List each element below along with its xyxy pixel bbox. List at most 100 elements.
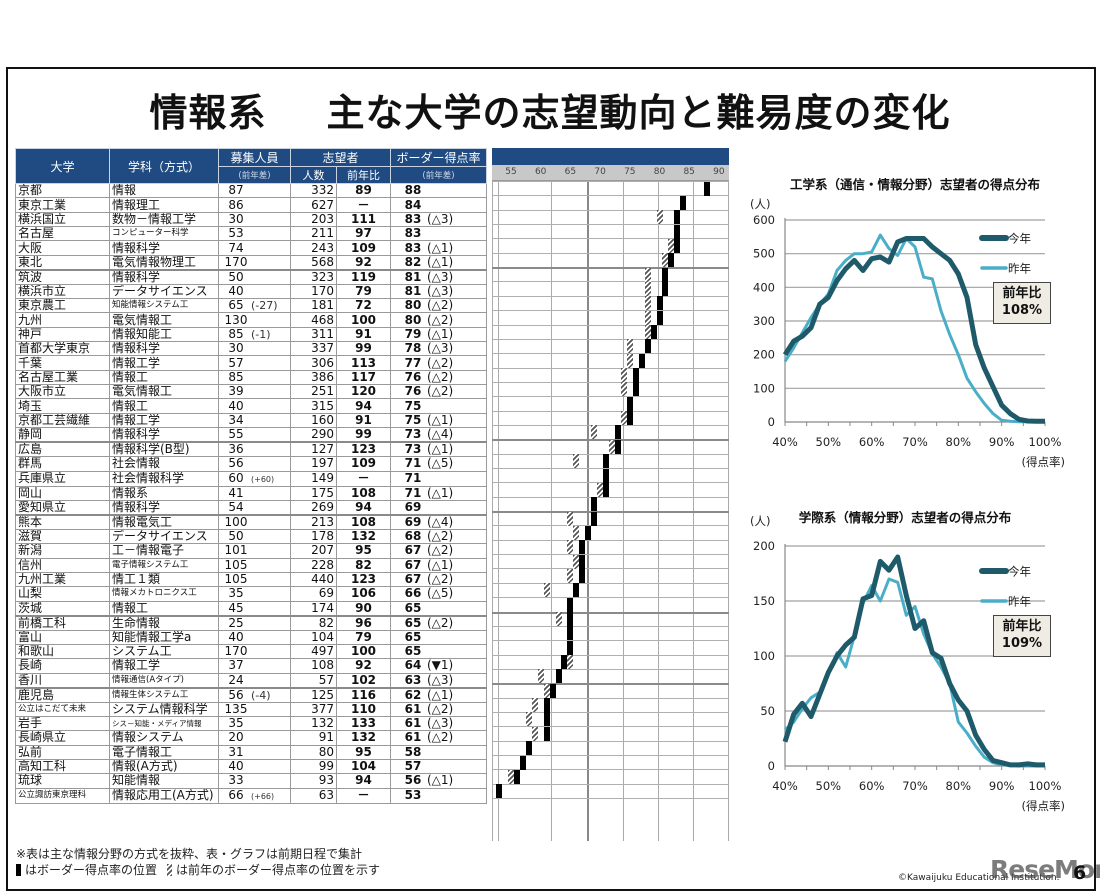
table-row: 名古屋 コンピューター科学 53 211 97 83 <box>15 226 487 242</box>
border-value: 80 <box>404 298 422 313</box>
applicant-ratio: 111 <box>336 211 391 228</box>
yoy-ratio-box: 前年比 109% <box>993 615 1051 657</box>
current-border-marker <box>561 655 568 670</box>
table-row: 広島 情報科学(B型) 36 127 123 73 (△1) <box>15 441 487 458</box>
applicant-ratio: 94 <box>336 398 391 414</box>
current-border-marker <box>549 683 556 698</box>
border-diff: (△1) <box>427 327 454 341</box>
capacity-cell: 34 <box>218 412 291 429</box>
department-name: 電子情報工 <box>109 744 219 760</box>
capacity-cell: 31 <box>218 744 291 760</box>
border-diff: (△1) <box>427 255 454 269</box>
department-name: 情報系 <box>109 485 219 501</box>
applicant-count: 377 <box>290 701 337 717</box>
current-border-marker <box>632 368 639 383</box>
capacity-value: 101 <box>224 543 248 558</box>
current-border-marker <box>579 554 586 569</box>
border-diff: (△2) <box>427 529 454 544</box>
border-cell: 76 (△2) <box>390 384 487 400</box>
svg-text:90%: 90% <box>989 435 1015 449</box>
svg-text:(得点率): (得点率) <box>1022 799 1065 813</box>
table-row: 横浜国立 数物－情報工学 30 203 111 83 (△3) <box>15 211 487 228</box>
border-cell: 53 <box>390 787 487 804</box>
applicant-count: 57 <box>290 672 337 689</box>
previous-border-marker <box>620 368 627 383</box>
table-row: 岩手 シス－知能・メディア情報 35 132 133 61 (△3) <box>15 715 487 732</box>
border-diff: (△3) <box>427 716 454 731</box>
table-row: 和歌山 システム工 170 497 100 65 <box>15 643 487 660</box>
border-cell: 67 (△1) <box>390 557 487 573</box>
current-border-marker <box>567 640 574 655</box>
capacity-cell: 24 <box>218 672 291 689</box>
table-row: 岡山 情報系 41 175 108 71 (△1) <box>15 485 487 501</box>
border-value: 69 <box>404 514 422 529</box>
border-diff: (△3) <box>427 341 454 356</box>
border-cell: 67 (△2) <box>390 543 487 559</box>
current-border-marker <box>543 698 550 713</box>
legend-now-label: はボーダー得点率の位置 <box>25 863 158 877</box>
capacity-cell: 36 <box>218 441 291 458</box>
applicant-count: 108 <box>290 658 337 674</box>
current-border-marker <box>579 568 586 583</box>
current-border-marker <box>513 769 520 784</box>
university-name: 横浜市立 <box>15 283 110 300</box>
current-border-marker <box>656 296 663 311</box>
border-value: 84 <box>404 197 422 212</box>
applicant-count: 568 <box>290 254 337 271</box>
border-value: 71 <box>404 471 422 485</box>
department-name: システム情報科学 <box>109 701 219 717</box>
table-row: 大阪市立 電気情報工 39 251 120 76 (△2) <box>15 384 487 400</box>
applicant-count: 178 <box>290 528 337 545</box>
capacity-cell: 37 <box>218 658 291 674</box>
current-border-marker <box>680 195 687 210</box>
university-table: 大学 学科（方式） 募集人員 志望者 ボーダー得点率 (前年差) 人数 前年比 … <box>15 148 487 804</box>
university-name: 高知工科 <box>15 758 110 775</box>
border-cell: 77 (△2) <box>390 355 487 371</box>
capacity-value: 40 <box>228 630 244 644</box>
department-name: 情報科学 <box>109 341 219 357</box>
current-border-marker <box>603 468 610 483</box>
current-border-marker <box>543 712 550 727</box>
current-border-marker <box>674 238 681 253</box>
border-value: 61 <box>404 730 422 745</box>
table-row: 公立諏訪東京理科 情報応用工(A方式) 66 (+66) 63 － 53 <box>15 787 487 804</box>
series-this-year <box>782 554 1045 768</box>
capacity-value: 57 <box>228 355 244 370</box>
border-value: 57 <box>404 759 422 774</box>
grid-line <box>492 181 493 841</box>
applicant-count: 80 <box>290 744 337 760</box>
capacity-cell: 50 <box>218 268 291 285</box>
border-value: 71 <box>404 486 422 500</box>
svg-text:80%: 80% <box>946 779 972 793</box>
department-name: シス－知能・メディア情報 <box>109 715 219 732</box>
chart-title: 工学系（通信・情報分野）志望者の得点分布 <box>789 177 1040 192</box>
current-border-marker <box>555 669 562 684</box>
grid-line <box>728 181 729 841</box>
scale-tick: 65 <box>564 167 577 177</box>
applicant-ratio: 102 <box>336 672 391 689</box>
university-name: 前橋工科 <box>15 614 110 631</box>
capacity-cell: 74 <box>218 240 291 256</box>
svg-text:0: 0 <box>768 759 775 773</box>
university-name: 新潟 <box>15 543 110 559</box>
grid-row-line <box>492 711 729 713</box>
grid-row-line <box>492 281 729 283</box>
applicant-ratio: 100 <box>336 643 391 660</box>
svg-text:90%: 90% <box>989 779 1015 793</box>
header-capacity-sub: (前年差) <box>218 166 291 184</box>
scale-tick: 80 <box>653 167 666 177</box>
border-value: 83 <box>404 212 422 226</box>
department-name: 情報科学(B型) <box>109 441 219 458</box>
capacity-value: 34 <box>228 413 244 427</box>
border-value: 62 <box>404 687 422 702</box>
header-capacity: 募集人員 <box>218 148 291 167</box>
border-value: 69 <box>404 500 422 514</box>
header-university: 大学 <box>15 148 110 184</box>
previous-border-marker <box>525 712 532 727</box>
table-row: 筑波 情報科学 50 323 119 81 (△3) <box>15 268 487 285</box>
capacity-value: 65 <box>228 298 244 313</box>
previous-border-marker <box>620 382 627 397</box>
department-name: 情報生体システム工 <box>109 686 219 703</box>
border-diff: (△1) <box>427 442 454 457</box>
department-name: 情報(A方式) <box>109 758 219 775</box>
